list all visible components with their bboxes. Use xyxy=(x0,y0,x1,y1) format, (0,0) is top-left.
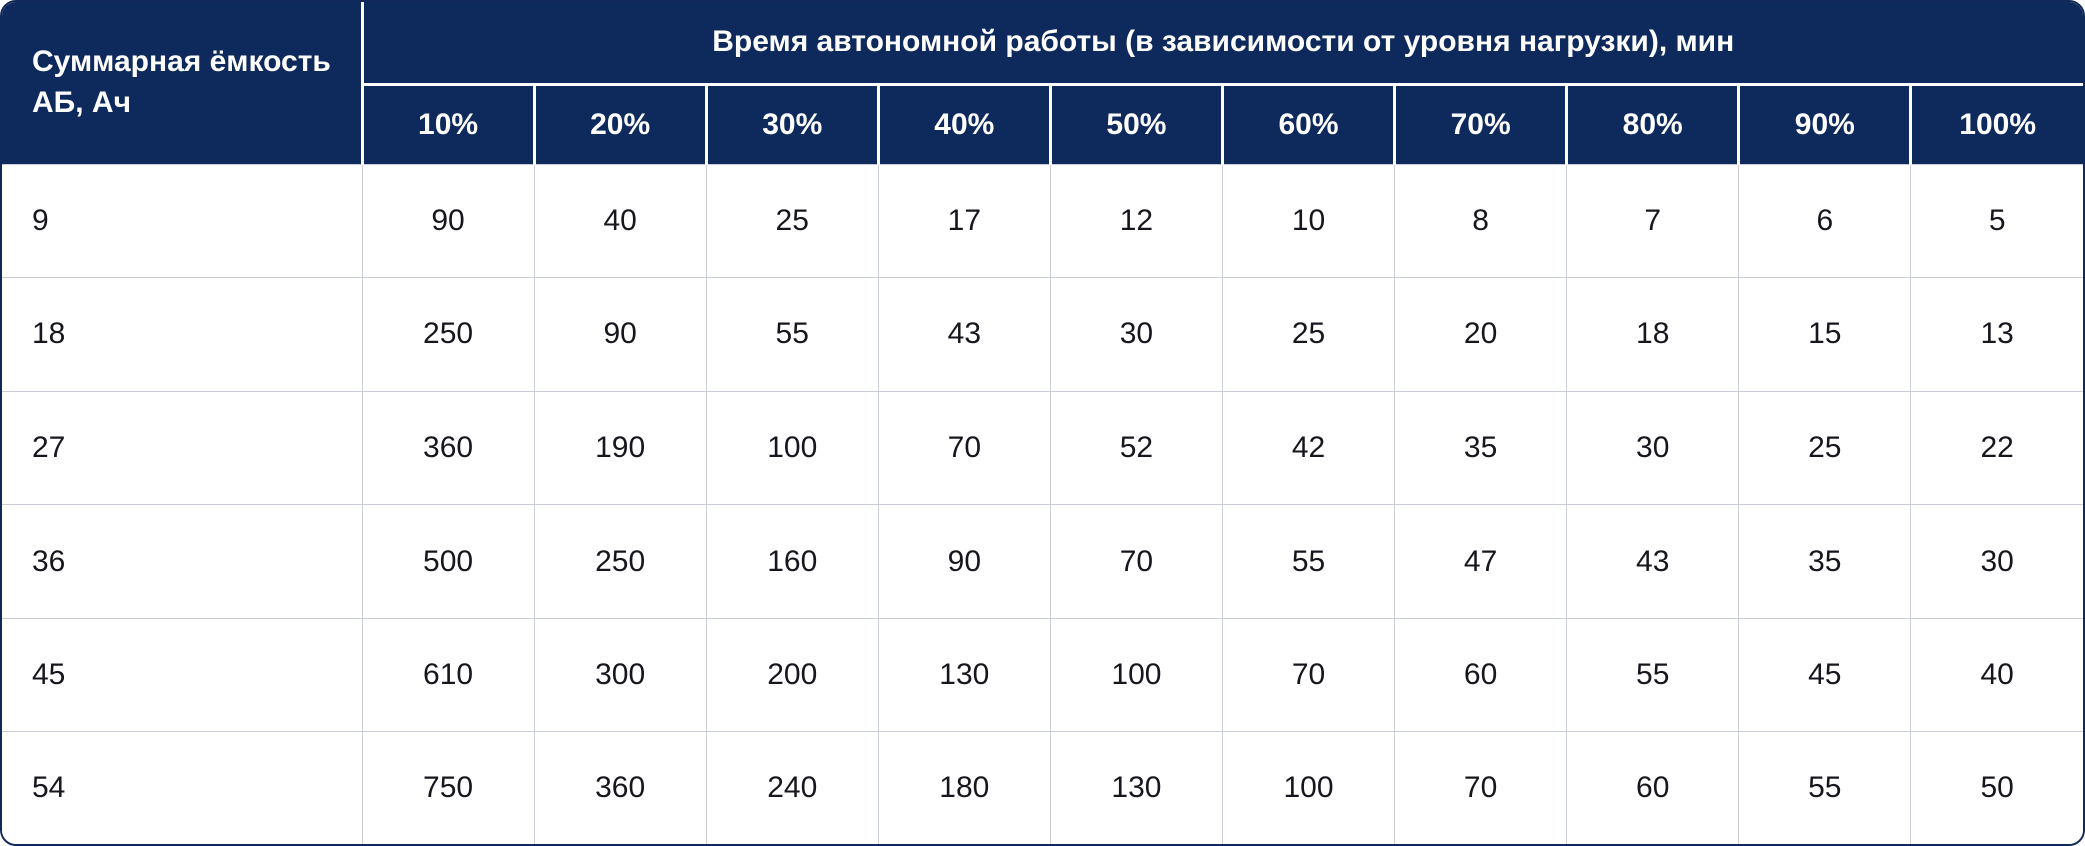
load-level-header-90: 90% xyxy=(1737,82,1911,164)
table-row: 9 90 40 25 17 12 10 8 7 6 5 xyxy=(2,163,2083,278)
value-cell: 100 xyxy=(1221,731,1395,844)
value-cell: 100 xyxy=(705,390,879,505)
load-level-header-10: 10% xyxy=(362,82,535,164)
value-cell: 70 xyxy=(1049,504,1223,619)
value-cell: 13 xyxy=(1910,277,2083,392)
value-cell: 100 xyxy=(1049,617,1223,732)
capacity-cell: 18 xyxy=(2,277,362,392)
value-cell: 360 xyxy=(533,731,707,844)
load-level-header-30: 30% xyxy=(704,82,879,164)
table-body: 9 90 40 25 17 12 10 8 7 6 5 18 250 90 55… xyxy=(2,163,2083,844)
value-cell: 15 xyxy=(1738,277,1911,392)
value-cell: 190 xyxy=(533,390,707,505)
load-level-header-100: 100% xyxy=(1909,82,2083,164)
value-cell: 20 xyxy=(1394,277,1567,392)
value-cell: 240 xyxy=(705,731,879,844)
value-cell: 18 xyxy=(1566,277,1739,392)
table-header: Суммарная ёмкость АБ, Ач Время автономно… xyxy=(2,2,2083,164)
value-cell: 360 xyxy=(361,390,535,505)
value-cell: 55 xyxy=(1221,504,1395,619)
load-level-header-60: 60% xyxy=(1220,82,1395,164)
load-level-header-70: 70% xyxy=(1393,82,1567,164)
load-level-header-80: 80% xyxy=(1565,82,1739,164)
value-cell: 8 xyxy=(1394,163,1567,278)
value-cell: 90 xyxy=(361,163,535,278)
value-cell: 180 xyxy=(877,731,1051,844)
value-cell: 12 xyxy=(1049,163,1223,278)
value-cell: 35 xyxy=(1394,390,1567,505)
table-row: 54 750 360 240 180 130 100 70 60 55 50 xyxy=(2,731,2083,844)
value-cell: 22 xyxy=(1910,390,2083,505)
table-row: 27 360 190 100 70 52 42 35 30 25 22 xyxy=(2,390,2083,505)
value-cell: 40 xyxy=(533,163,707,278)
capacity-cell: 9 xyxy=(2,163,362,278)
value-cell: 30 xyxy=(1566,390,1739,505)
capacity-column-header: Суммарная ёмкость АБ, Ач xyxy=(2,2,364,164)
value-cell: 130 xyxy=(1049,731,1223,844)
value-cell: 47 xyxy=(1394,504,1567,619)
value-cell: 43 xyxy=(877,277,1051,392)
value-cell: 45 xyxy=(1738,617,1911,732)
value-cell: 55 xyxy=(1738,731,1911,844)
table-row: 36 500 250 160 90 70 55 47 43 35 30 xyxy=(2,504,2083,619)
value-cell: 200 xyxy=(705,617,879,732)
value-cell: 300 xyxy=(533,617,707,732)
value-cell: 40 xyxy=(1910,617,2083,732)
value-cell: 500 xyxy=(361,504,535,619)
value-cell: 52 xyxy=(1049,390,1223,505)
runtime-group-header: Время автономной работы (в зависимости о… xyxy=(362,2,2083,84)
header-row-group: Суммарная ёмкость АБ, Ач Время автономно… xyxy=(2,2,2083,164)
load-level-header-20: 20% xyxy=(532,82,707,164)
value-cell: 10 xyxy=(1221,163,1395,278)
value-cell: 25 xyxy=(1738,390,1911,505)
value-cell: 6 xyxy=(1738,163,1911,278)
value-cell: 250 xyxy=(361,277,535,392)
capacity-cell: 45 xyxy=(2,617,362,732)
header-row-load-levels: 10% 20% 30% 40% 50% 60% 70% 80% 90% 100% xyxy=(2,82,2083,164)
value-cell: 90 xyxy=(533,277,707,392)
value-cell: 55 xyxy=(1566,617,1739,732)
value-cell: 160 xyxy=(705,504,879,619)
value-cell: 60 xyxy=(1394,617,1567,732)
value-cell: 7 xyxy=(1566,163,1739,278)
capacity-cell: 27 xyxy=(2,390,362,505)
value-cell: 70 xyxy=(877,390,1051,505)
capacity-cell: 54 xyxy=(2,731,362,844)
load-level-header-50: 50% xyxy=(1048,82,1223,164)
value-cell: 25 xyxy=(1221,277,1395,392)
value-cell: 55 xyxy=(705,277,879,392)
capacity-cell: 36 xyxy=(2,504,362,619)
value-cell: 750 xyxy=(361,731,535,844)
value-cell: 70 xyxy=(1221,617,1395,732)
value-cell: 130 xyxy=(877,617,1051,732)
value-cell: 250 xyxy=(533,504,707,619)
value-cell: 30 xyxy=(1910,504,2083,619)
load-level-header-40: 40% xyxy=(876,82,1051,164)
value-cell: 50 xyxy=(1910,731,2083,844)
value-cell: 60 xyxy=(1566,731,1739,844)
value-cell: 25 xyxy=(705,163,879,278)
value-cell: 43 xyxy=(1566,504,1739,619)
value-cell: 17 xyxy=(877,163,1051,278)
value-cell: 610 xyxy=(361,617,535,732)
table-row: 45 610 300 200 130 100 70 60 55 45 40 xyxy=(2,617,2083,732)
value-cell: 30 xyxy=(1049,277,1223,392)
value-cell: 5 xyxy=(1910,163,2083,278)
value-cell: 90 xyxy=(877,504,1051,619)
value-cell: 35 xyxy=(1738,504,1911,619)
value-cell: 42 xyxy=(1221,390,1395,505)
table-row: 18 250 90 55 43 30 25 20 18 15 13 xyxy=(2,277,2083,392)
value-cell: 70 xyxy=(1394,731,1567,844)
